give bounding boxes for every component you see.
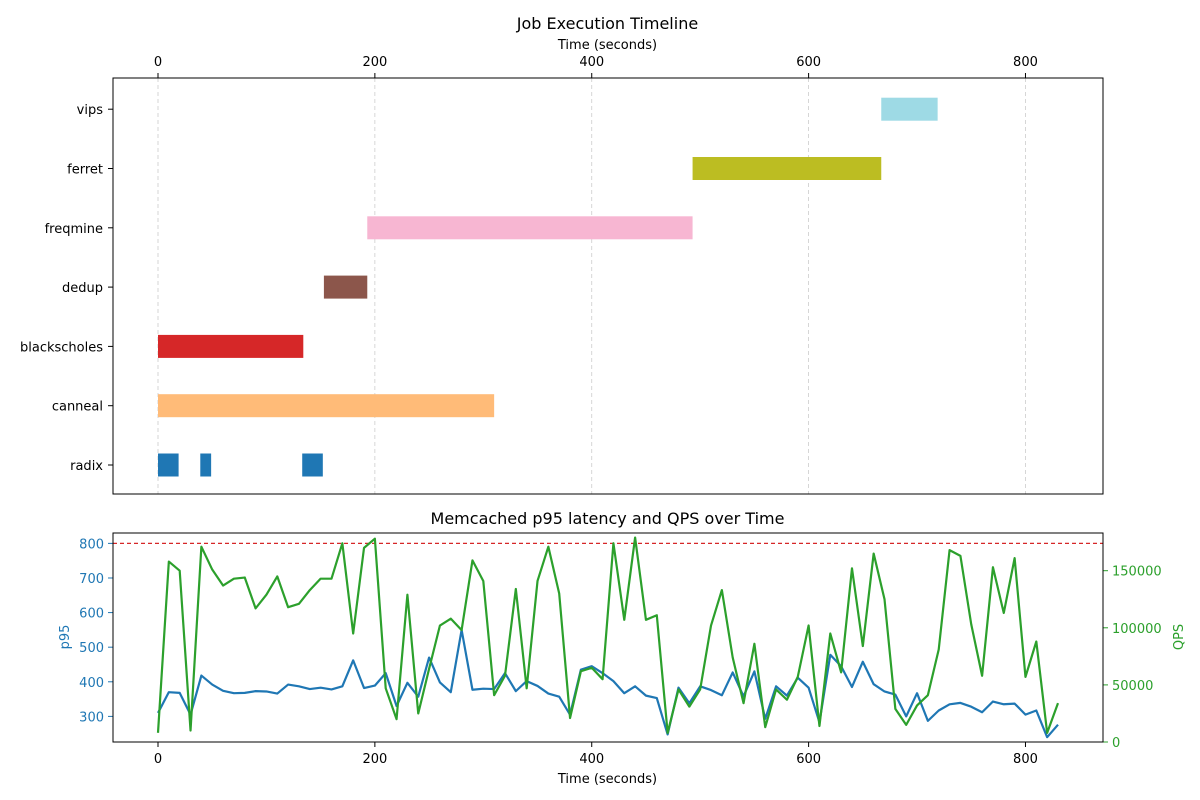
gantt-bar-ferret: [692, 157, 882, 180]
latency-y-right-tick-label: 100000: [1112, 622, 1162, 637]
latency-x-tick-label: 800: [1013, 752, 1038, 767]
gantt-bar-radix: [158, 453, 179, 477]
latency-x-tick-label: 200: [362, 752, 387, 767]
latency-y-left-tick-label: 500: [79, 641, 104, 656]
gantt-gridlines: [157, 78, 1026, 494]
gantt-title: Job Execution Timeline: [516, 14, 698, 33]
latency-x-tick-label: 600: [796, 752, 821, 767]
series-line-qps: [156, 536, 1060, 734]
gantt-bar-radix: [302, 453, 323, 477]
gantt-bar-blackscholes: [158, 334, 304, 358]
gantt-y-ticks: radix canneal blackscholes dedup freqmine fer…: [20, 103, 113, 474]
latency-y-right-tick-label: 150000: [1112, 565, 1162, 580]
latency-x-tick-label: 400: [579, 752, 604, 767]
latency-y-left-tick-label: 800: [79, 537, 104, 552]
gantt-y-tick-label: freqmine: [45, 222, 103, 237]
latency-y-left-tick-label: 400: [79, 676, 104, 691]
latency-y-ticks-left: 300 400 500 600 700 800: [79, 537, 113, 725]
gantt-xlabel: Time (seconds): [557, 38, 657, 53]
gantt-y-tick-label: canneal: [52, 400, 103, 415]
latency-qps-chart: Memcached p95 latency and QPS over Time …: [58, 509, 1187, 787]
latency-ylabel-left: p95: [58, 625, 73, 650]
gantt-bar-dedup: [323, 275, 368, 299]
gantt-y-tick-label: ferret: [67, 163, 103, 178]
latency-y-left-tick-label: 700: [79, 572, 104, 587]
gantt-x-tick-label: 800: [1013, 55, 1038, 70]
gantt-plot-frame: [112, 77, 1104, 495]
gantt-x-tick-label: 600: [796, 55, 821, 70]
latency-title: Memcached p95 latency and QPS over Time: [431, 509, 785, 528]
latency-plot-frame: [112, 532, 1104, 743]
gantt-chart: Job Execution Timeline Time (seconds) 0 2…: [20, 14, 1104, 495]
latency-y-left-tick-label: 300: [79, 710, 104, 725]
latency-y-left-tick-label: 600: [79, 607, 104, 622]
latency-ylabel-right: QPS: [1172, 624, 1187, 650]
gantt-y-tick-label: radix: [70, 459, 103, 474]
gantt-y-tick-label: dedup: [62, 281, 103, 296]
gantt-bars: [158, 97, 938, 477]
latency-series-lines: [156, 536, 1060, 739]
latency-xlabel: Time (seconds): [557, 772, 657, 787]
gantt-bar-canneal: [158, 394, 495, 418]
gantt-bar-freqmine: [367, 216, 693, 240]
latency-x-ticks: 0 200 400 600 800: [154, 742, 1038, 767]
latency-y-ticks-right: 0 50000 100000 150000: [1103, 565, 1162, 751]
gantt-bar-radix: [200, 453, 212, 477]
gantt-bar-vips: [881, 97, 938, 121]
series-line-p95: [157, 628, 1059, 739]
gantt-x-tick-label: 200: [362, 55, 387, 70]
gantt-y-tick-label: blackscholes: [20, 340, 103, 355]
latency-x-tick-label: 0: [154, 752, 162, 767]
gantt-x-tick-label: 0: [154, 55, 162, 70]
gantt-y-tick-label: vips: [77, 103, 104, 118]
latency-y-right-tick-label: 50000: [1112, 679, 1153, 694]
latency-y-right-tick-label: 0: [1112, 736, 1120, 751]
gantt-x-tick-label: 400: [579, 55, 604, 70]
gantt-x-ticks: 0 200 400 600 800: [154, 55, 1038, 78]
